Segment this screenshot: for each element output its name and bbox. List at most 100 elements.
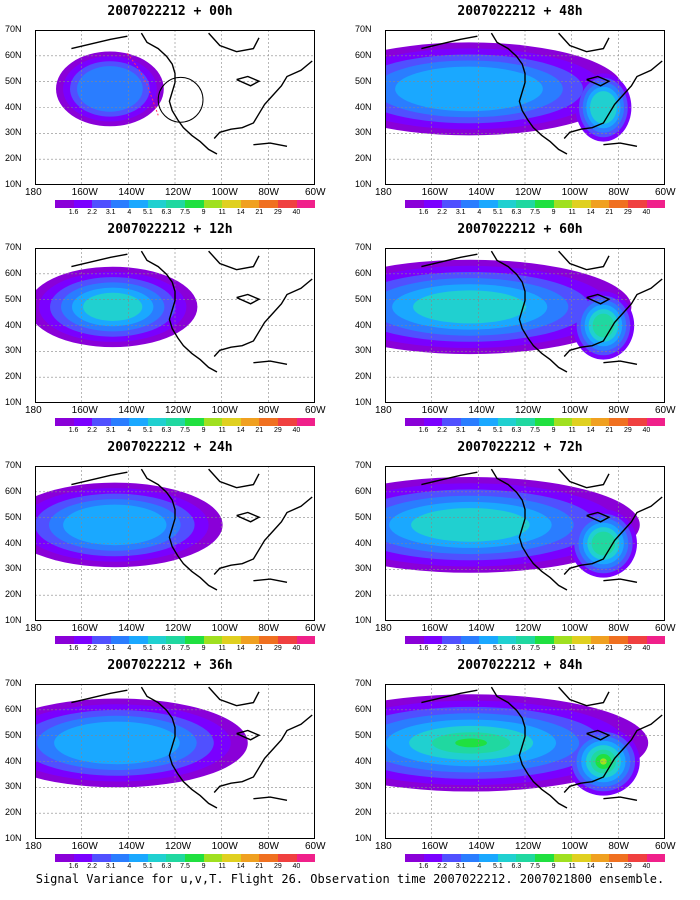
colorbar-label: 14 [586,645,595,652]
colorbar-swatch [572,418,591,426]
colorbar-label: 7.5 [180,427,190,434]
x-tick-label: 60W [655,187,676,198]
colorbar-swatch [646,200,666,208]
x-tick-label: 60W [305,405,326,416]
colorbar [55,854,316,862]
y-tick-label: 70N [355,242,372,252]
coastline [603,142,638,147]
colorbar-swatch [460,636,480,644]
y-tick-label: 10N [355,615,372,625]
colorbar-swatch [516,418,536,426]
colorbar-swatch [646,418,666,426]
colorbar-swatch [277,854,297,862]
colorbar-label: 9 [201,863,206,870]
y-tick-label: 70N [5,678,22,688]
coastline [236,729,261,741]
coastline [563,496,663,575]
y-tick-label: 20N [355,371,372,382]
colorbar-label: 7.5 [180,863,190,870]
colorbar-swatch [405,200,424,208]
colorbar-label: 4 [127,427,132,434]
colorbar-swatch [185,854,204,862]
colorbar-swatch [423,636,443,644]
colorbar-label: 4 [477,645,482,652]
colorbar-swatch [55,200,74,208]
coastline [421,471,478,486]
coastline [586,293,611,305]
colorbar-swatch [442,854,461,862]
colorbar-label: 2.2 [437,645,448,652]
y-tick-label: 50N [355,729,372,740]
map-panel: 2007022212 + 48h 70N 60N 50N 40N 30N 20N 10N 180… [350,0,690,218]
colorbar-swatch [129,418,148,426]
colorbar-label: 6.3 [161,427,172,434]
colorbar-label: 29 [273,863,282,870]
x-tick-label: 160W [71,405,98,416]
y-tick-label: 40N [355,537,372,548]
colorbar-swatch [166,854,186,862]
colorbar-swatch [497,200,517,208]
colorbar-label: 7.5 [530,209,540,216]
x-tick-label: 180 [375,623,392,634]
colorbar-swatch [129,854,148,862]
x-tick-label: 80W [258,187,279,198]
colorbar-label: 3.1 [455,645,466,652]
colorbar-swatch [166,200,186,208]
colorbar-label: 21 [605,645,614,652]
colorbar-swatch [110,418,130,426]
x-tick-label: 80W [608,405,629,416]
colorbar-label: 40 [642,645,651,652]
colorbar-swatch [572,854,591,862]
colorbar-swatch [442,418,461,426]
colorbar-swatch [423,418,443,426]
x-tick-label: 80W [608,187,629,198]
colorbar-label: 11 [568,863,576,870]
colorbar-labels: 1.6 2.2 3.1 4 5.1 6.3 7.5 9 11 14 21 29 40 [55,427,315,436]
variance-map [35,684,315,839]
colorbar-label: 21 [255,863,264,870]
colorbar [405,854,666,862]
colorbar-swatch [296,200,316,208]
variance-contour [411,508,530,542]
colorbar-swatch [497,636,517,644]
colorbar-swatch [460,200,480,208]
colorbar-label: 6.3 [161,209,172,216]
coastline [253,796,288,801]
panel-title: 2007022212 + 36h [107,658,233,673]
colorbar-swatch [646,854,666,862]
x-tick-label: 60W [655,405,676,416]
colorbar-label: 4 [477,863,482,870]
colorbar-label: 11 [568,645,576,652]
x-tick-label: 60W [305,187,326,198]
colorbar-label: 14 [236,427,245,434]
y-tick-label: 20N [355,153,372,164]
colorbar-swatch [405,418,424,426]
y-tick-label: 30N [355,345,372,356]
colorbar-label: 6.3 [511,863,522,870]
colorbar-label: 29 [623,863,632,870]
colorbar-swatch [423,854,443,862]
y-tick-label: 50N [5,729,22,740]
panel-title: 2007022212 + 24h [107,440,233,455]
y-tick-label: 40N [5,101,22,112]
y-tick-label: 50N [355,75,372,86]
colorbar-swatch [646,636,666,644]
colorbar-label: 29 [623,427,632,434]
colorbar-swatch [92,854,111,862]
variance-contour [591,531,616,556]
coastline [490,468,568,591]
colorbar-label: 4 [477,209,482,216]
colorbar-swatch [129,636,148,644]
coastline [558,250,610,271]
x-tick-label: 160W [71,623,98,634]
coastline [558,468,610,489]
colorbar-swatch [572,200,591,208]
x-tick-label: 180 [25,187,42,198]
variance-contour [77,66,143,112]
colorbar-swatch [277,636,297,644]
colorbar-label: 21 [605,427,614,434]
x-tick-label: 160W [421,187,448,198]
x-tick-label: 100W [561,405,588,416]
y-tick-label: 20N [355,807,372,818]
colorbar-label: 2.2 [437,427,448,434]
